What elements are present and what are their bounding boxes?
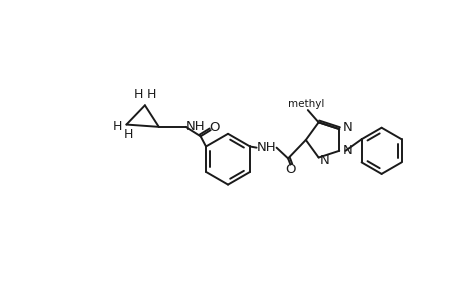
Text: H: H	[112, 120, 122, 133]
Text: N: N	[342, 121, 352, 134]
Text: H: H	[123, 128, 132, 141]
Text: N: N	[342, 144, 352, 157]
Text: H: H	[134, 88, 143, 101]
Text: N: N	[319, 154, 329, 167]
Text: methyl: methyl	[287, 99, 324, 109]
Text: O: O	[209, 121, 219, 134]
Text: NH: NH	[185, 120, 205, 134]
Text: H: H	[146, 88, 156, 101]
Text: O: O	[285, 163, 295, 176]
Text: NH: NH	[256, 141, 276, 154]
